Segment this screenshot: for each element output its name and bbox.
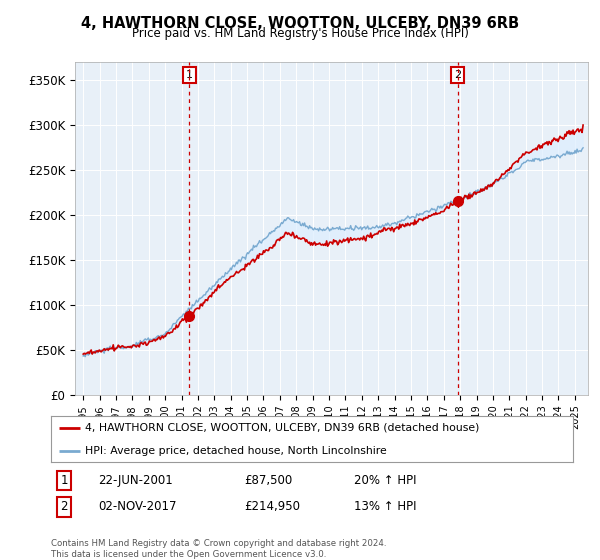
Text: £87,500: £87,500 xyxy=(244,474,292,487)
Text: Contains HM Land Registry data © Crown copyright and database right 2024.
This d: Contains HM Land Registry data © Crown c… xyxy=(51,539,386,559)
Text: 22-JUN-2001: 22-JUN-2001 xyxy=(98,474,173,487)
Text: 1: 1 xyxy=(61,474,68,487)
Text: 1: 1 xyxy=(186,70,193,80)
Text: 4, HAWTHORN CLOSE, WOOTTON, ULCEBY, DN39 6RB (detached house): 4, HAWTHORN CLOSE, WOOTTON, ULCEBY, DN39… xyxy=(85,423,479,432)
Text: 2: 2 xyxy=(61,500,68,514)
Text: 4, HAWTHORN CLOSE, WOOTTON, ULCEBY, DN39 6RB: 4, HAWTHORN CLOSE, WOOTTON, ULCEBY, DN39… xyxy=(81,16,519,31)
Text: 13% ↑ HPI: 13% ↑ HPI xyxy=(354,500,416,514)
Text: 02-NOV-2017: 02-NOV-2017 xyxy=(98,500,176,514)
Text: HPI: Average price, detached house, North Lincolnshire: HPI: Average price, detached house, Nort… xyxy=(85,446,386,455)
Text: 2: 2 xyxy=(454,70,461,80)
Text: Price paid vs. HM Land Registry's House Price Index (HPI): Price paid vs. HM Land Registry's House … xyxy=(131,27,469,40)
Text: 20% ↑ HPI: 20% ↑ HPI xyxy=(354,474,416,487)
Text: £214,950: £214,950 xyxy=(244,500,300,514)
